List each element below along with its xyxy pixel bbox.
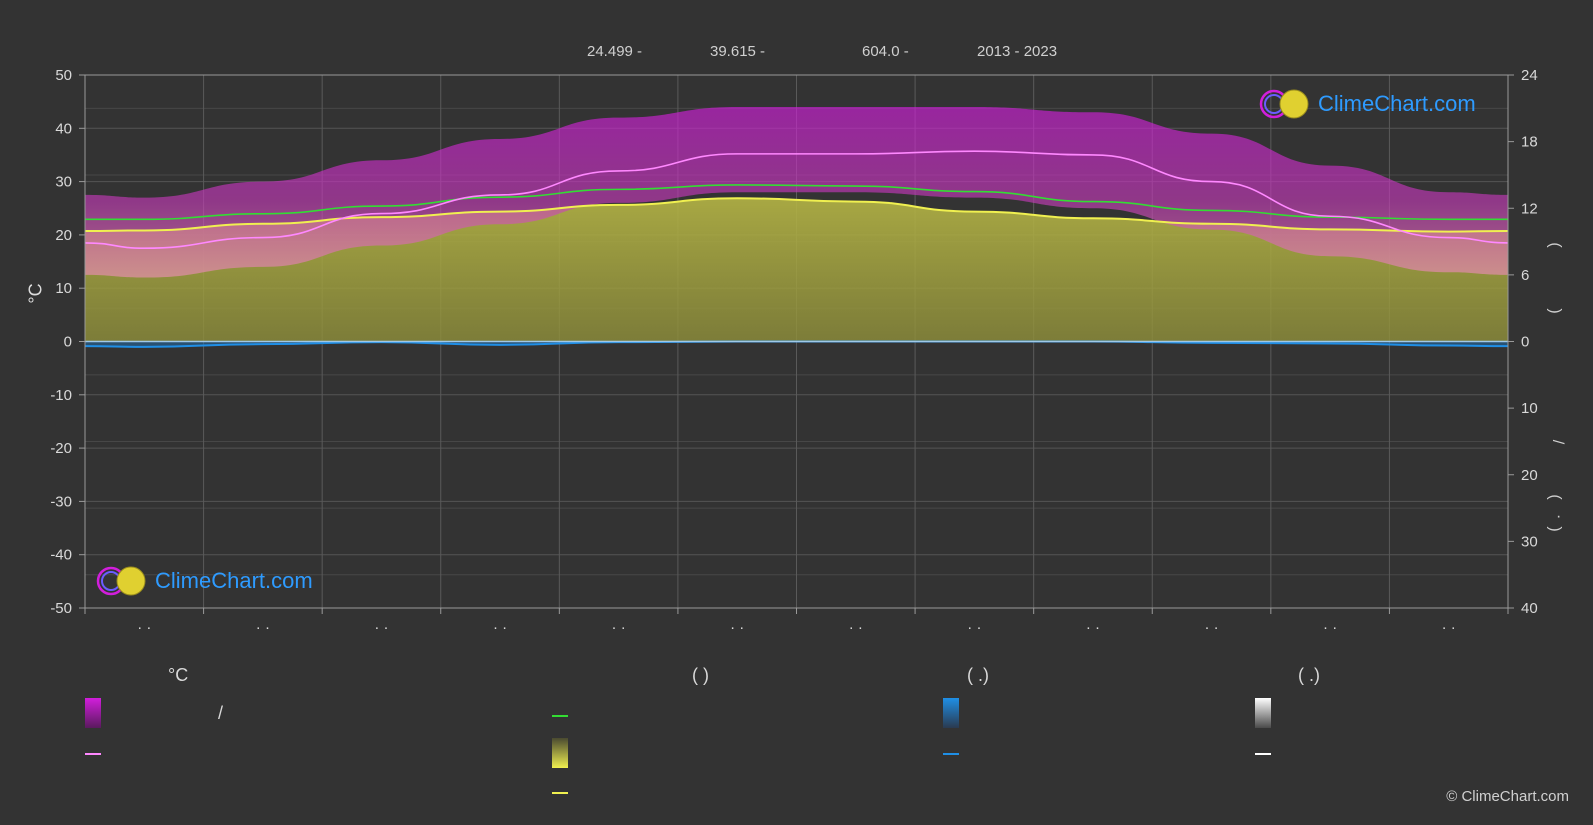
temperature-range-band xyxy=(85,106,1508,278)
climechart-logo-icon xyxy=(96,566,146,596)
x-month-tick-label: · · xyxy=(256,619,270,636)
x-month-tick-label: · · xyxy=(374,619,388,636)
y-left-tick-label: -10 xyxy=(50,387,72,404)
legend-temp-header: °C xyxy=(168,665,189,685)
max-temp-line xyxy=(84,150,1509,250)
y-right-top-tick-label: 24 xyxy=(1521,67,1538,84)
y-left-tick-label: -50 xyxy=(50,600,72,617)
y-left-tick-label: 0 xyxy=(64,334,72,351)
legend-rain-header: ( .) xyxy=(967,665,989,685)
y-left-tick-label: 30 xyxy=(55,174,72,191)
y-left-tick-label: 50 xyxy=(55,67,72,84)
y-left-tick-label: -30 xyxy=(50,493,72,510)
legend-precip-line xyxy=(943,753,959,755)
years-text: 2013 - 2023 xyxy=(977,43,1058,60)
x-month-tick-label: · · xyxy=(849,619,863,636)
y-right-bottom-tick-label: 20 xyxy=(1521,467,1538,484)
legend-sunshine-swatch xyxy=(552,738,568,768)
y-right-bottom-tick-label: 40 xyxy=(1521,600,1538,617)
copyright: © ClimeChart.com xyxy=(1446,788,1569,805)
logo-text: ClimeChart.com xyxy=(1318,91,1476,116)
x-month-tick-label: · · xyxy=(1323,619,1337,636)
right-bottom-dot: · xyxy=(1556,508,1562,525)
x-month-tick-label: · · xyxy=(612,619,626,636)
x-month-tick-label: · · xyxy=(493,619,507,636)
x-month-tick-label: · · xyxy=(1204,619,1218,636)
x-month-tick-label: · · xyxy=(967,619,981,636)
legend-temp-range-swatch xyxy=(85,698,101,728)
x-month-tick-label: · · xyxy=(1442,619,1456,636)
y-left-tick-label: -40 xyxy=(50,547,72,564)
y-right-top-tick-label: 18 xyxy=(1521,134,1538,151)
latitude-text: 24.499 - xyxy=(587,43,643,60)
y-right-top-tick-label: 12 xyxy=(1521,200,1538,217)
y-left-tick-label: 10 xyxy=(55,280,72,297)
legend-snow-line xyxy=(1255,753,1271,755)
x-month-tick-label: · · xyxy=(730,619,744,636)
legend-temp-slash: / xyxy=(218,703,224,723)
logo-top-right[interactable]: ClimeChart.com xyxy=(1258,88,1476,120)
legend-sunshine-line xyxy=(552,792,568,794)
y-left-tick-label: 20 xyxy=(55,227,72,244)
y-right-bottom-tick-label: 10 xyxy=(1521,400,1538,417)
legend-precip-swatch xyxy=(943,698,959,728)
climate-chart: 50 40 30 20 10 0 -10 -20 -30 -40 -50 24 18 12 6 0 10 20 30… xyxy=(50,67,1538,636)
logo-text: ClimeChart.com xyxy=(155,568,313,593)
legend-snow-swatch xyxy=(1255,698,1271,728)
y-left-tick-label: 40 xyxy=(55,120,72,137)
daylight-line xyxy=(85,184,1508,221)
legend-daylight-line xyxy=(552,715,568,717)
y-right-bottom-tick-label: 30 xyxy=(1521,533,1538,550)
legend-max-temp-line xyxy=(85,753,101,755)
x-month-tick-label: · · xyxy=(137,619,151,636)
sunshine-line xyxy=(84,197,1509,233)
x-month-tick-label: · · xyxy=(1086,619,1100,636)
y-right-top-tick-label: 6 xyxy=(1521,267,1529,284)
elevation-text: 604.0 - xyxy=(862,43,909,60)
y-right-top-tick-label: 0 xyxy=(1521,334,1529,351)
longitude-text: 39.615 - xyxy=(710,43,766,60)
climechart-logo-icon xyxy=(1259,89,1309,119)
legend-snow-header: ( .) xyxy=(1298,665,1320,685)
logo-bottom-left[interactable]: ClimeChart.com xyxy=(95,565,313,597)
legend-sun-header: ( ) xyxy=(692,665,709,685)
y-left-tick-label: -20 xyxy=(50,440,72,457)
